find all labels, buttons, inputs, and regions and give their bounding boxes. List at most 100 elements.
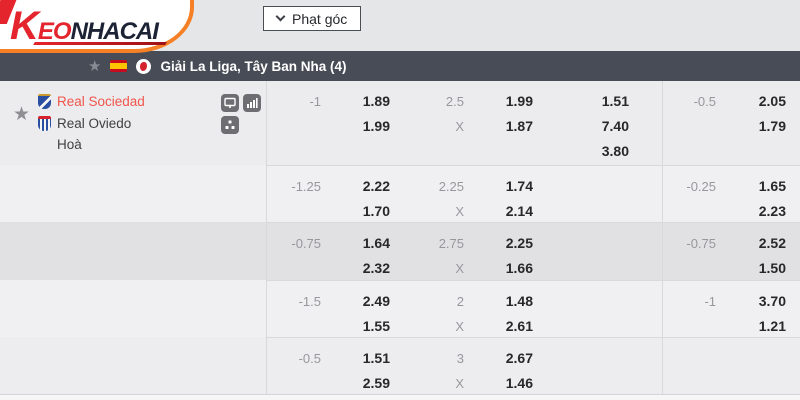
odds-value[interactable]: 2.52 (758, 235, 786, 251)
logo-underline-swoosh (33, 42, 167, 45)
brand-logo[interactable]: KEONHACAI (0, 0, 194, 53)
odds-value[interactable]: 1.70 (362, 203, 390, 219)
column-spacer (629, 223, 662, 280)
logo-letter-k: K (10, 4, 39, 48)
odds-value[interactable]: 1.89 (362, 93, 390, 109)
odds-value[interactable]: 1.50 (758, 260, 786, 276)
moneyline-odds (533, 281, 629, 337)
odds-line-4: -1.5 2.49 1.55 2 X 1.48 2.61 -1 3.70 1.2… (267, 280, 800, 337)
odds-value[interactable]: 1.51 (362, 350, 390, 366)
odds-line-5: -0.5 1.51 2.59 3 X 2.67 1.46 (267, 337, 800, 394)
moneyline-odds (533, 223, 629, 280)
odds-value[interactable]: 1.46 (505, 375, 533, 391)
market-dropdown-button[interactable]: Phạt góc (263, 6, 362, 31)
odds-value[interactable]: 2.25 (505, 235, 533, 251)
team-names: Real Sociedad Real Oviedo Hoà (38, 90, 145, 156)
match-favorite-star-icon[interactable]: ★ (13, 104, 31, 125)
column-spacer (629, 281, 662, 337)
odds-value[interactable]: 1.55 (362, 318, 390, 334)
lineup-icon[interactable] (221, 116, 239, 134)
handicap2-label: -0.5 (662, 81, 716, 165)
moneyline-odds (533, 166, 629, 222)
match-info-cell-empty (0, 222, 267, 280)
handicap-label: -0.75 (291, 236, 321, 251)
odds-value[interactable]: 7.40 (601, 118, 629, 134)
odds-value[interactable]: 1.66 (505, 260, 533, 276)
league-bar: ★ Giải La Liga, Tây Ban Nha (4) (0, 51, 800, 81)
handicap2-label: -0.75 (662, 223, 716, 280)
total-label: 2.5 X (445, 94, 464, 134)
handicap-label: -1.25 (291, 179, 321, 194)
statistics-icon[interactable] (243, 94, 261, 112)
league-favorite-star-icon[interactable]: ★ (88, 57, 102, 75)
total-label: 2 X (455, 294, 464, 334)
total-odds: 2.25 1.66 (464, 223, 533, 280)
odds-value[interactable]: 1.64 (362, 235, 390, 251)
odds-value[interactable]: 1.87 (505, 118, 533, 134)
odds-value[interactable]: 2.67 (505, 350, 533, 366)
chevron-down-icon (275, 11, 286, 22)
handicap-odds: 2.49 1.55 (321, 281, 390, 337)
handicap-odds: 1.89 1.99 (321, 81, 390, 165)
logo-letters-eo: EO (37, 18, 72, 45)
odds-value[interactable]: 2.32 (362, 260, 390, 276)
odds-row-5: -0.5 1.51 2.59 3 X 2.67 1.46 (0, 337, 800, 394)
handicap2-label: -0.25 (662, 166, 716, 222)
odds-value[interactable]: 1.99 (362, 118, 390, 134)
match-info-cell-empty (0, 165, 267, 222)
handicap2-odds (716, 338, 786, 394)
odds-value[interactable]: 1.74 (505, 178, 533, 194)
handicap-odds: 1.51 2.59 (321, 338, 390, 394)
odds-value[interactable]: 1.21 (758, 318, 786, 334)
odds-value[interactable]: 2.59 (362, 375, 390, 391)
odds-value[interactable]: 1.99 (505, 93, 533, 109)
moneyline-odds (533, 338, 629, 394)
league-title: Giải La Liga, Tây Ban Nha (4) (160, 58, 347, 74)
odds-value[interactable]: 2.61 (505, 318, 533, 334)
odds-value[interactable]: 2.14 (505, 203, 533, 219)
match-info-cell-empty (0, 337, 267, 394)
handicap2-odds: 1.65 2.23 (716, 166, 786, 222)
match-info-cell: ★ Real Sociedad Real Oviedo Hoà (0, 81, 267, 165)
logo-letters-nhacai: NHACAI (70, 18, 159, 45)
home-team-row[interactable]: Real Sociedad (38, 90, 145, 112)
away-team-badge-icon (38, 115, 51, 131)
odds-value[interactable]: 1.48 (505, 293, 533, 309)
odds-value[interactable]: 1.65 (758, 178, 786, 194)
odds-value[interactable]: 2.23 (758, 203, 786, 219)
match-info-cell-empty (0, 280, 267, 337)
market-dropdown-label: Phạt góc (292, 10, 348, 27)
odds-value[interactable]: 1.79 (758, 118, 786, 134)
total-odds: 1.99 1.87 (464, 81, 533, 165)
odds-row-1: ★ Real Sociedad Real Oviedo Hoà (0, 81, 800, 165)
odds-line-3: -0.75 1.64 2.32 2.75 X 2.25 1.66 -0.75 2… (267, 222, 800, 280)
live-tv-icon[interactable] (221, 94, 239, 112)
total-odds: 1.74 2.14 (464, 166, 533, 222)
odds-value[interactable]: 3.80 (601, 143, 629, 159)
odds-value[interactable] (716, 346, 786, 371)
odds-row-3: -0.75 1.64 2.32 2.75 X 2.25 1.66 -0.75 2… (0, 222, 800, 280)
odds-value[interactable]: 2.49 (362, 293, 390, 309)
handicap-odds: 2.22 1.70 (321, 166, 390, 222)
handicap2-odds: 3.70 1.21 (716, 281, 786, 337)
odds-value[interactable] (716, 371, 786, 396)
handicap2-odds: 2.52 1.50 (716, 223, 786, 280)
odds-value[interactable]: 2.22 (362, 178, 390, 194)
total-label: 2.25 X (438, 179, 464, 219)
home-team-badge-icon (38, 93, 51, 109)
total-odds: 2.67 1.46 (464, 338, 533, 394)
home-team-name: Real Sociedad (57, 93, 145, 109)
odds-value[interactable]: 2.05 (758, 93, 786, 109)
odds-row-4: -1.5 2.49 1.55 2 X 1.48 2.61 -1 3.70 1.2… (0, 280, 800, 337)
handicap2-label: -1 (662, 281, 716, 337)
moneyline-odds: 1.51 7.40 3.80 (533, 81, 629, 165)
top-strip: KEONHACAI Phạt góc (0, 0, 800, 53)
away-team-row[interactable]: Real Oviedo (38, 112, 145, 134)
handicap-label: -0.5 (298, 351, 321, 366)
odds-value[interactable]: 1.51 (601, 93, 629, 109)
odds-line-1: -1 1.89 1.99 2.5 X 1.99 1.87 1.51 7.40 3… (267, 81, 800, 165)
total-odds: 1.48 2.61 (464, 281, 533, 337)
odds-value[interactable]: 3.70 (758, 293, 786, 309)
handicap-odds: 1.64 2.32 (321, 223, 390, 280)
column-spacer (629, 338, 662, 394)
